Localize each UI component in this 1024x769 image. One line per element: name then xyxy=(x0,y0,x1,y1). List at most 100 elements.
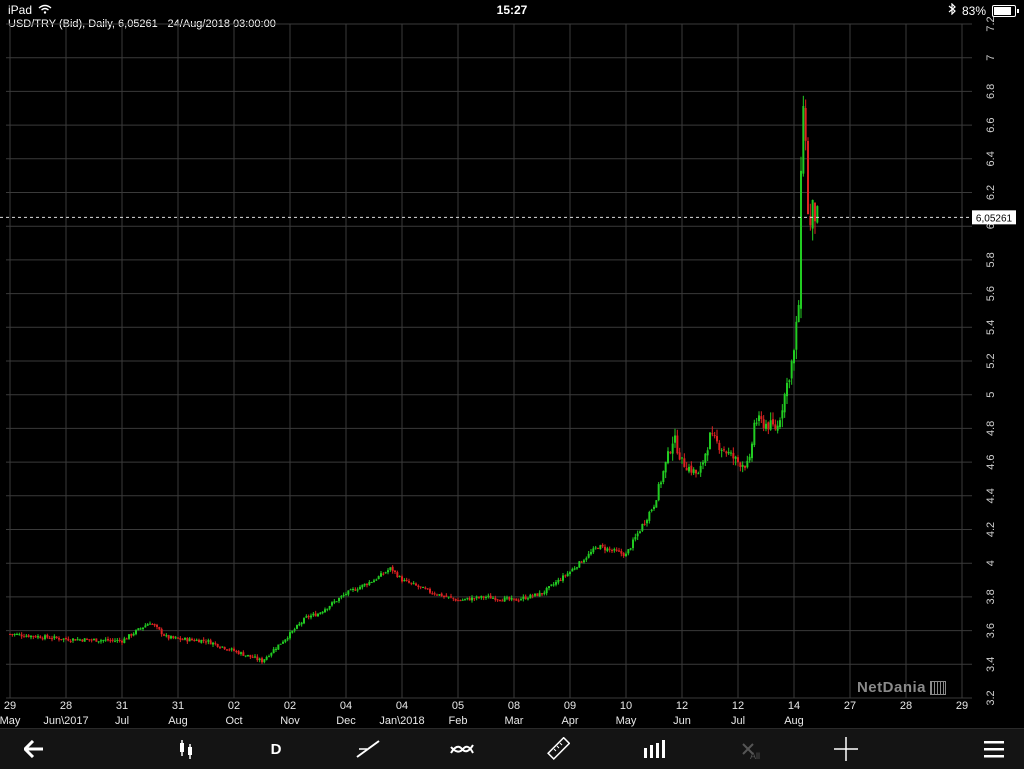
candle-body xyxy=(286,638,289,640)
x-tick-day: 29 xyxy=(956,700,968,712)
candle-body xyxy=(585,558,588,560)
crosshair-button[interactable] xyxy=(818,729,874,769)
candle-body xyxy=(646,520,648,524)
candle-body xyxy=(368,582,371,585)
candle-body xyxy=(128,634,130,639)
candle-body xyxy=(37,636,39,638)
candle-body xyxy=(244,655,247,657)
x-tick-day: 12 xyxy=(732,700,744,712)
y-tick-label: 6.2 xyxy=(985,185,997,200)
candle-body xyxy=(655,500,658,508)
candle-body xyxy=(151,623,154,625)
x-tick-day: 12 xyxy=(676,700,688,712)
candle-body xyxy=(373,580,375,583)
candle-body xyxy=(594,547,597,549)
candle-body xyxy=(597,548,599,550)
candle-body xyxy=(674,435,676,443)
candle-body xyxy=(338,598,340,602)
candle-body xyxy=(415,583,417,586)
delete-all-button[interactable]: All xyxy=(720,729,776,769)
candle-body xyxy=(377,576,380,580)
y-tick-label: 5.4 xyxy=(985,320,997,335)
candle-body xyxy=(88,639,91,641)
candle-body xyxy=(660,482,662,485)
candle-body xyxy=(573,568,576,570)
y-tick-label: 3.6 xyxy=(985,623,997,638)
candle-body xyxy=(485,596,487,598)
measure-button[interactable] xyxy=(530,729,586,769)
candle-body xyxy=(772,419,774,425)
candle-body xyxy=(277,644,280,650)
candle-body xyxy=(305,616,308,618)
candle-body xyxy=(804,108,807,141)
candle-body xyxy=(657,484,660,501)
indicators-button[interactable] xyxy=(434,729,490,769)
candle-body xyxy=(53,636,56,639)
wifi-icon xyxy=(38,3,52,17)
netdania-logo: NetDania xyxy=(857,679,946,696)
candle-body xyxy=(160,629,163,635)
candle-body xyxy=(11,634,14,636)
x-tick-day: 31 xyxy=(172,700,184,712)
candle-body xyxy=(557,579,560,583)
candle-body xyxy=(748,456,751,461)
candle-body xyxy=(450,596,452,598)
candle-body xyxy=(144,625,147,628)
candle-body xyxy=(270,652,273,656)
y-tick-label: 3.2 xyxy=(985,690,997,705)
candle-body xyxy=(489,595,492,599)
candle-body xyxy=(653,506,655,509)
y-tick-label: 6.6 xyxy=(985,117,997,132)
candle-body xyxy=(158,627,161,630)
volume-button[interactable] xyxy=(626,729,682,769)
candle-body xyxy=(9,633,11,635)
candle-body xyxy=(342,594,345,596)
candle-body xyxy=(179,638,182,640)
candle-body xyxy=(74,639,77,641)
candle-body xyxy=(79,639,81,641)
x-tick-day: 09 xyxy=(564,700,576,712)
trendline-button[interactable] xyxy=(340,729,396,769)
period-label: D xyxy=(270,740,282,758)
x-tick-day: 02 xyxy=(284,700,296,712)
candle-body xyxy=(552,584,555,586)
menu-button[interactable] xyxy=(966,729,1022,769)
candle-body xyxy=(263,659,266,663)
candle-body xyxy=(480,595,483,598)
candle-body xyxy=(452,597,455,599)
candle-body xyxy=(321,611,324,614)
candle-body xyxy=(186,638,189,642)
candle-body xyxy=(83,638,86,642)
chart-type-button[interactable] xyxy=(158,729,214,769)
candle-body xyxy=(564,575,567,577)
candle-body xyxy=(482,596,485,598)
candle-body xyxy=(324,609,326,613)
candle-body xyxy=(139,628,142,630)
candle-body xyxy=(529,594,532,599)
candle-body xyxy=(254,656,256,658)
candle-body xyxy=(706,450,709,456)
candle-body xyxy=(345,593,347,595)
candle-body xyxy=(802,106,805,174)
y-tick-label: 5.8 xyxy=(985,252,997,267)
x-tick-month: Feb xyxy=(449,715,468,727)
candle-body xyxy=(90,639,93,641)
candle-body xyxy=(650,509,653,512)
candle-body xyxy=(95,638,98,642)
y-tick-label: 6.8 xyxy=(985,84,997,99)
candle-body xyxy=(109,640,112,642)
candle-body xyxy=(809,216,812,226)
back-button[interactable] xyxy=(6,729,62,769)
y-tick-label: 5 xyxy=(985,392,997,398)
y-tick-label: 5.6 xyxy=(985,286,997,301)
candle-body xyxy=(440,593,443,597)
y-tick-label: 4.6 xyxy=(985,454,997,469)
period-button[interactable]: D xyxy=(248,729,304,769)
candle-body xyxy=(347,590,350,595)
candle-body xyxy=(39,636,42,639)
candle-body xyxy=(629,548,632,550)
price-chart[interactable]: 3.23.43.63.844.24.44.64.855.25.45.65.866… xyxy=(0,0,1024,728)
y-tick-label: 7 xyxy=(985,55,997,61)
candle-body xyxy=(508,597,511,600)
candle-body xyxy=(156,624,158,627)
